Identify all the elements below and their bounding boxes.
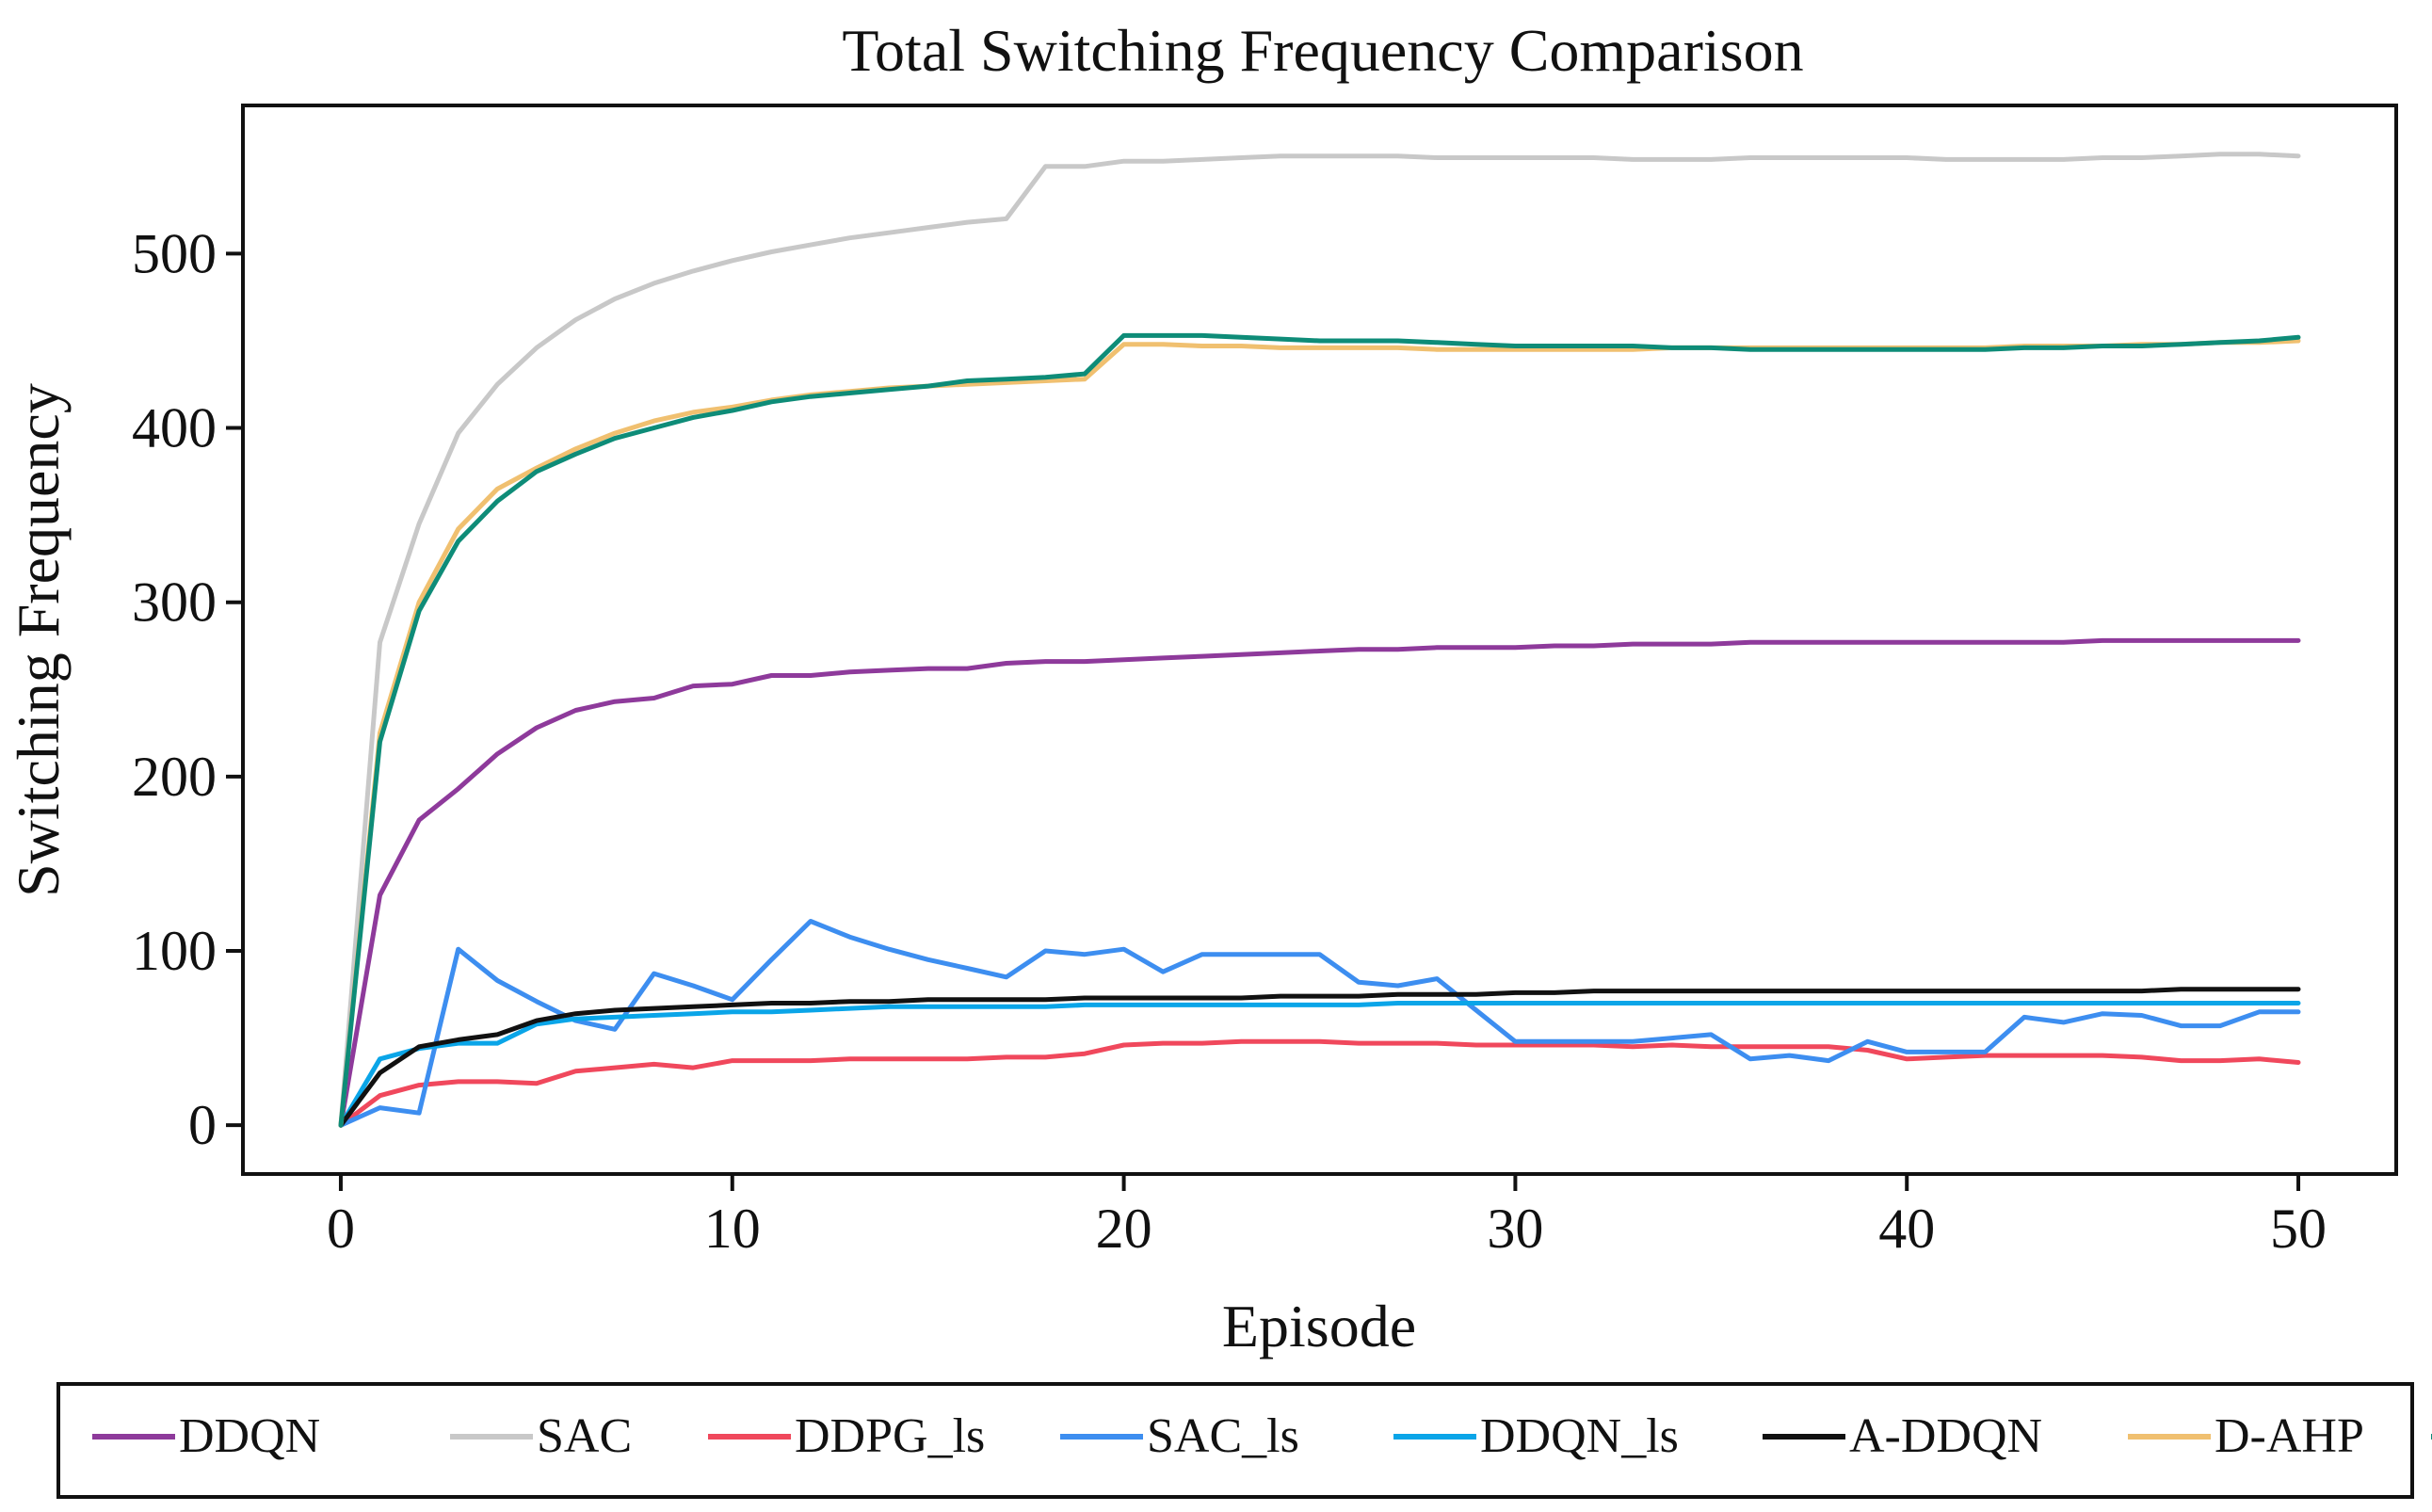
x-tick-label: 10	[704, 1198, 761, 1260]
legend-item: SAC_ls	[1060, 1409, 1299, 1463]
legend-label: SAC	[537, 1409, 632, 1463]
series-line-sac	[338, 152, 2301, 1128]
x-tick-label: 40	[1878, 1198, 1935, 1260]
plot-area	[241, 104, 2398, 1176]
x-tick-label: 50	[2270, 1198, 2327, 1260]
y-tick-label: 300	[132, 571, 217, 634]
y-tick-label: 500	[132, 222, 217, 284]
x-tick-label: 20	[1096, 1198, 1152, 1260]
legend-item: SAC	[450, 1409, 632, 1463]
y-tick-label: 200	[132, 746, 217, 808]
series-line-ddpg-ls	[338, 1038, 2301, 1128]
plot-frame	[241, 104, 2398, 1176]
y-tick-label: 400	[132, 397, 217, 459]
y-tick-label: 100	[132, 920, 217, 982]
legend-item: DDPG_ls	[708, 1409, 985, 1463]
legend-item: DDQN_ls	[1393, 1409, 1679, 1463]
x-tick-label: 30	[1487, 1198, 1543, 1260]
series-line-sac-ls	[338, 919, 2301, 1128]
legend-item: DDQN	[92, 1409, 320, 1463]
legend-item: D-AHP	[2128, 1409, 2364, 1463]
series-layer	[338, 152, 2301, 1128]
y-axis-title: Switching Frequency	[5, 383, 72, 897]
x-axis: 0 10 20 30 40 50	[327, 1174, 2327, 1260]
x-axis-title: Episode	[1222, 1293, 1416, 1359]
legend-label: SAC_ls	[1147, 1409, 1299, 1463]
y-tick-label: 0	[188, 1094, 217, 1156]
legend-label: DDQN_ls	[1480, 1409, 1679, 1463]
legend-items: DDQNSACDDPG_lsSAC_lsDDQN_lsA-DDQND-AHPGr…	[92, 1409, 2432, 1463]
legend-label: DDQN	[179, 1409, 320, 1463]
chart-title: Total Switching Frequency Comparison	[842, 17, 1803, 84]
legend-label: A-DDQN	[1849, 1409, 2042, 1463]
x-tick-label: 0	[327, 1198, 355, 1260]
series-line-ddqn-ls	[338, 1001, 2301, 1128]
y-axis: 0 100 200 300 400 500	[132, 222, 243, 1156]
series-line-ddqn	[338, 637, 2301, 1128]
series-line-a-ddqn	[338, 987, 2301, 1128]
legend-frame	[56, 1382, 2414, 1499]
series-line-greedy	[338, 332, 2301, 1128]
legend-label: D-AHP	[2215, 1409, 2364, 1463]
legend-label: DDPG_ls	[795, 1409, 985, 1463]
legend: DDQNSACDDPG_lsSAC_lsDDQN_lsA-DDQND-AHPGr…	[56, 1382, 2432, 1499]
legend-item: A-DDQN	[1763, 1409, 2042, 1463]
